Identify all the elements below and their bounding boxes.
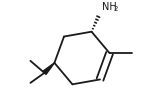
Polygon shape (43, 63, 54, 74)
Text: 2: 2 (113, 6, 117, 12)
Text: NH: NH (102, 2, 116, 12)
